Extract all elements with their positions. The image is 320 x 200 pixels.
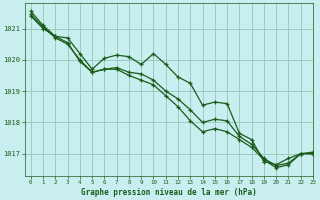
X-axis label: Graphe pression niveau de la mer (hPa): Graphe pression niveau de la mer (hPa) <box>81 188 257 197</box>
